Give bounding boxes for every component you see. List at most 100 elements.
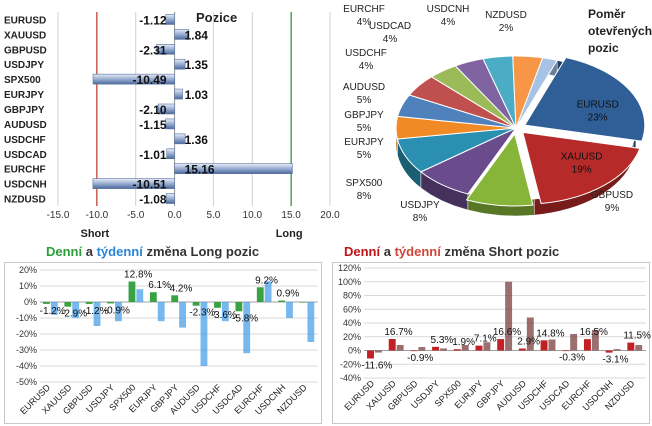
bar-t-denn-xauusd: [396, 345, 404, 351]
bar-denn-spx500: [128, 281, 136, 302]
slice-percent-spx500: 8%: [357, 191, 372, 202]
bar-t-denn-eurusd: [50, 302, 58, 315]
bar-denn-gbpjpy: [171, 295, 179, 302]
slice-percent-xauusd: 19%: [572, 165, 592, 176]
data-label: -0.9%: [104, 305, 130, 316]
bar-denn-usdchf: [540, 340, 548, 351]
bar-denn-nzdusd: [299, 302, 307, 303]
slice-percent-audusd: 5%: [357, 95, 372, 106]
data-label: 4.2%: [170, 283, 193, 294]
data-label: -11.6%: [361, 360, 392, 371]
value-label: 1.35: [185, 58, 209, 72]
data-label: -1.2%: [82, 306, 108, 317]
slice-label-eurjpy: EURJPY: [344, 137, 384, 148]
value-label: -2.10: [139, 103, 167, 117]
bar-denn-gbpjpy: [497, 339, 505, 351]
data-label: 5.3%: [431, 335, 454, 346]
value-label: 1.84: [185, 28, 209, 42]
bar-t-denn-nzdusd: [307, 302, 315, 342]
x-tick-label: 10.0: [243, 210, 263, 221]
slice-percent-eurchf: 4%: [357, 17, 372, 28]
bar-denn-usdcnh: [278, 300, 286, 302]
slice-percent-eurusd: 23%: [588, 112, 608, 123]
bar-t-denn-spx500: [136, 289, 144, 302]
bar-denn-usdcad: [235, 302, 243, 312]
bar-audusd: [165, 118, 175, 130]
data-label: -2.3%: [189, 308, 215, 319]
bar-t-denn-eurchf: [264, 281, 272, 302]
slice-label-nzdusd: NZDUSD: [485, 10, 527, 21]
data-label: 0.9%: [277, 289, 300, 300]
bar-denn-eurusd: [367, 350, 374, 359]
bar-usdcad: [166, 148, 175, 160]
bar-denn-eurjpy: [475, 345, 483, 351]
x-tick-label: -15.0: [47, 210, 70, 221]
y-tick-label: 120%: [338, 263, 361, 273]
chart-title-line-1: Poměr: [588, 7, 626, 21]
data-label: 1.9%: [452, 337, 475, 348]
category-label: EURCHF: [4, 165, 46, 176]
category-label: SPX500: [4, 75, 41, 86]
slice-eurusd: [523, 56, 646, 142]
chart-title-line-3: pozic: [588, 41, 619, 55]
data-label: 11.5%: [623, 331, 651, 342]
bar-t-denn-usdjpy: [114, 302, 122, 322]
bar-denn-spx500: [453, 349, 461, 351]
long-change-chart-title: Denní a týdenní změna Long pozic: [46, 244, 259, 259]
x-tick-label: 20.0: [320, 210, 340, 221]
slice-label-xauusd: XAUUSD: [561, 152, 603, 163]
bar-denn-gbpusd: [85, 302, 93, 304]
bar-denn-usdjpy: [107, 302, 114, 304]
slice-label-eurusd: EURUSD: [577, 99, 619, 110]
category-label: USDCAD: [4, 150, 47, 161]
value-label: -1.15: [139, 118, 167, 132]
data-label: -0.9%: [407, 353, 433, 364]
bar-t-denn-usdcad: [570, 334, 578, 351]
y-tick-label: 20%: [343, 332, 361, 342]
bar-t-denn-usdjpy: [440, 348, 447, 351]
bar-gbpjpy: [157, 103, 175, 115]
bar-xauusd: [174, 29, 190, 40]
data-label: 6.1%: [148, 280, 171, 291]
title-part-rest: změna Long pozic: [142, 244, 260, 259]
bar-denn-audusd: [518, 348, 526, 351]
data-label: 2.9%: [517, 337, 540, 348]
category-label: GBPJPY: [4, 105, 45, 116]
category-label: EURJPY: [4, 90, 44, 101]
long-change-chart-frame: [4, 262, 322, 424]
value-label: -1.12: [139, 13, 167, 27]
short-change-chart-title: Denní a týdenní změna Short pozic: [344, 244, 559, 259]
data-label: 16.6%: [493, 327, 521, 338]
bar-denn-usdjpy: [432, 346, 440, 351]
reference-label-long: Long: [276, 228, 303, 240]
bar-denn-xauusd: [388, 339, 396, 351]
slice-percent-usdcnh: 4%: [441, 17, 456, 28]
value-label: 1.03: [185, 88, 209, 102]
bar-denn-usdcnh: [605, 350, 613, 353]
slice-gbpusd: [465, 132, 534, 207]
data-label: -2.9%: [61, 309, 87, 320]
title-part-and: a: [380, 244, 395, 259]
bar-denn-eurchf: [256, 287, 264, 302]
x-tick-label: -10.0: [85, 210, 108, 221]
y-tick-label: 0%: [348, 346, 361, 356]
category-label: USDCHF: [4, 135, 46, 146]
data-label: 9.2%: [255, 275, 278, 286]
bar-t-denn-spx500: [461, 345, 469, 351]
bar-t-denn-audusd: [526, 317, 534, 351]
y-tick-label: -20%: [16, 329, 37, 339]
short-change-chart-panel: Denní a týdenní změna Short pozic 120% 10…: [328, 242, 652, 426]
data-label: -1.2%: [40, 306, 66, 317]
bar-usdjpy: [174, 58, 186, 70]
positions-chart-panel: Pozice -15.0 -10.0 -5.0 0.0 5.0 10.0 15.0 20.0 Sh…: [0, 0, 340, 245]
slice-percent-usdcad: 4%: [383, 34, 398, 45]
y-tick-label: 10%: [19, 281, 37, 291]
long-change-chart-panel: Denní a týdenní změna Long pozic 20% 10% 0…: [0, 242, 326, 426]
value-label: 15.16: [185, 163, 215, 177]
y-tick-label: 60%: [343, 304, 361, 314]
slice-label-gbpusd: GBPUSD: [591, 190, 633, 201]
chart-title-line-2: otevřených: [588, 24, 652, 38]
data-label: -5.8%: [232, 313, 258, 324]
y-tick-label: 0%: [24, 297, 37, 307]
short-change-chart-frame: [332, 262, 650, 424]
